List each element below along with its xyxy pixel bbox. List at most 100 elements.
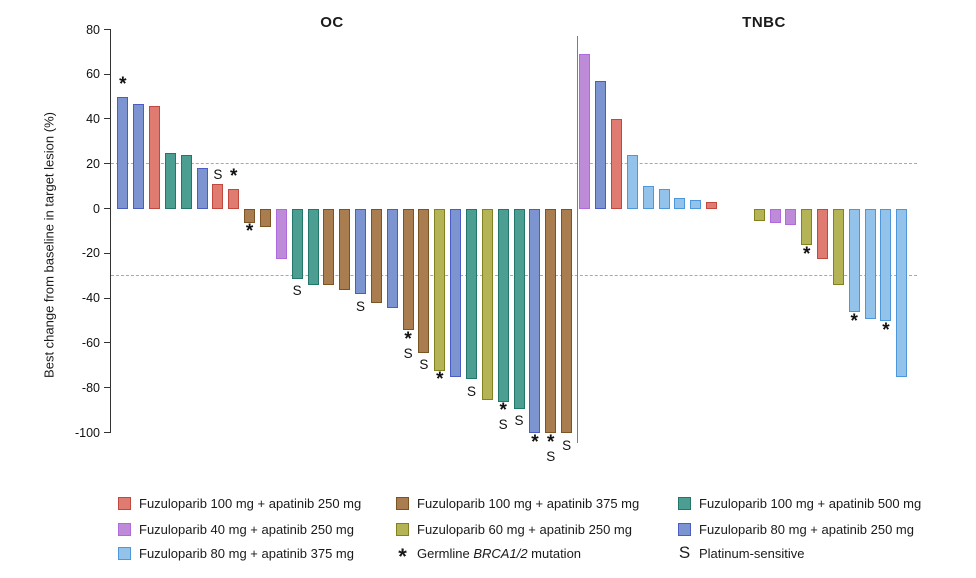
y-tick--80 (104, 387, 111, 389)
bar-oc-25 (497, 209, 509, 402)
legend-label: Fuzuloparib 80 mg + apatinib 375 mg (139, 545, 354, 561)
platinum-sensitive-mark: S (356, 298, 366, 314)
y-tick-40 (104, 118, 111, 120)
bar-oc-11 (275, 209, 287, 259)
legend-label: Fuzuloparib 100 mg + apatinib 250 mg (139, 495, 362, 511)
bar-oc-5 (180, 154, 192, 209)
bar-marks-tnbc-16: * (843, 310, 865, 332)
panel-title-tnbc: TNBC (742, 14, 786, 31)
legend-item: Fuzuloparib 100 mg + apatinib 500 mg (678, 495, 921, 511)
legend-item: S Platinum-sensitive (678, 543, 805, 562)
bar-marks-oc-20: S (413, 356, 435, 372)
y-tick-label-20: 20 (86, 156, 100, 171)
y-tick-label--80: -80 (81, 380, 100, 395)
bar-marks-oc-8: * (223, 165, 245, 187)
panel-title-oc: OC (320, 14, 344, 31)
legend-label-part: Germline (417, 545, 474, 561)
bar-marks-tnbc-13: * (796, 245, 818, 264)
bar-tnbc-9 (706, 201, 718, 209)
y-tick--60 (104, 342, 111, 344)
bar-oc-13 (307, 209, 319, 286)
bar-marks-oc-19: * S (397, 328, 419, 360)
bar-oc-15 (339, 209, 351, 290)
bar-oc-19 (402, 209, 414, 331)
bar-tnbc-2 (595, 81, 607, 209)
bar-oc-8 (228, 188, 240, 209)
platinum-sensitive-mark: S (466, 383, 476, 399)
legend-swatch-fz80_ap375 (118, 546, 131, 560)
legend-swatch-fz100_ap500 (678, 496, 691, 510)
bar-tnbc-3 (611, 119, 622, 209)
y-tick-label-60: 60 (86, 67, 100, 82)
platinum-sensitive-mark: S (678, 543, 691, 562)
bar-tnbc-6 (658, 188, 670, 209)
legend-item: Fuzuloparib 80 mg + apatinib 375 mg (118, 545, 354, 561)
y-tick-label--60: -60 (81, 335, 100, 350)
legend-label: Fuzuloparib 60 mg + apatinib 250 mg (417, 521, 632, 537)
platinum-sensitive-mark: S (546, 448, 556, 464)
germline-brca-mark: * (882, 319, 890, 341)
bar-oc-16 (355, 209, 367, 295)
platinum-sensitive-mark: S (213, 167, 223, 183)
bar-marks-oc-29: S (556, 437, 578, 452)
y-tick-label--20: -20 (81, 246, 100, 261)
bar-oc-14 (323, 209, 335, 286)
legend-item: Fuzuloparib 80 mg + apatinib 250 mg (678, 521, 914, 537)
bar-oc-28 (545, 209, 557, 434)
bar-tnbc-16 (848, 209, 860, 313)
panel-divider (577, 36, 578, 443)
y-tick-label-80: 80 (86, 22, 100, 37)
legend-label: Germline BRCA1/2 mutation (417, 546, 581, 561)
bar-marks-oc-28: * S (540, 431, 562, 464)
platinum-sensitive-mark: S (562, 437, 572, 453)
legend-label: Platinum-sensitive (699, 545, 805, 561)
legend-item: * Germline BRCA1/2 mutation (396, 545, 581, 568)
legend-item: Fuzuloparib 40 mg + apatinib 250 mg (118, 521, 354, 537)
bar-oc-27 (529, 209, 541, 434)
legend-label-part: mutation (527, 545, 582, 561)
legend-item: Fuzuloparib 100 mg + apatinib 375 mg (396, 495, 639, 511)
platinum-sensitive-mark: S (514, 412, 524, 428)
bar-marks-oc-26: S (508, 412, 530, 428)
y-tick--40 (104, 297, 111, 299)
y-tick-80 (104, 28, 111, 30)
bar-oc-21 (434, 209, 446, 371)
bar-oc-1 (117, 96, 129, 209)
germline-brca-mark: * (547, 431, 555, 453)
bar-oc-18 (386, 209, 398, 308)
legend-swatch-fz100_ap250 (118, 496, 131, 510)
germline-brca-mark: * (531, 431, 539, 453)
reference-line-20 (111, 163, 917, 165)
bar-tnbc-14 (817, 209, 829, 259)
bar-tnbc-8 (690, 199, 702, 209)
y-tick--100 (104, 431, 111, 433)
bar-oc-6 (196, 168, 208, 209)
bar-tnbc-13 (801, 209, 813, 246)
y-tick-60 (104, 73, 111, 75)
legend-swatch-fz60_ap250 (396, 522, 409, 536)
bar-oc-26 (513, 209, 525, 409)
bar-oc-2 (133, 103, 145, 209)
bar-tnbc-1 (579, 54, 591, 209)
germline-brca-mark: * (499, 400, 507, 422)
germline-brca-mark: * (404, 328, 412, 350)
bar-marks-oc-1: * (112, 75, 134, 94)
germline-brca-mark: * (850, 310, 858, 332)
platinum-sensitive-mark: S (498, 417, 508, 433)
germline-brca-mark: * (230, 165, 238, 187)
germline-brca-mark: * (436, 368, 444, 390)
bar-tnbc-12 (785, 209, 797, 226)
bar-marks-oc-23: S (461, 383, 483, 399)
platinum-sensitive-mark: S (292, 283, 302, 299)
bar-oc-7 (212, 184, 224, 209)
bar-marks-oc-12: S (286, 282, 308, 299)
bar-oc-17 (370, 209, 382, 304)
bar-oc-23 (466, 209, 477, 380)
legend-swatch-fz80_ap250 (678, 522, 691, 536)
bar-tnbc-15 (832, 209, 844, 286)
bar-tnbc-17 (864, 209, 876, 320)
y-tick-label--100: -100 (74, 425, 100, 440)
bar-oc-3 (149, 105, 160, 209)
platinum-sensitive-mark: S (419, 356, 429, 372)
